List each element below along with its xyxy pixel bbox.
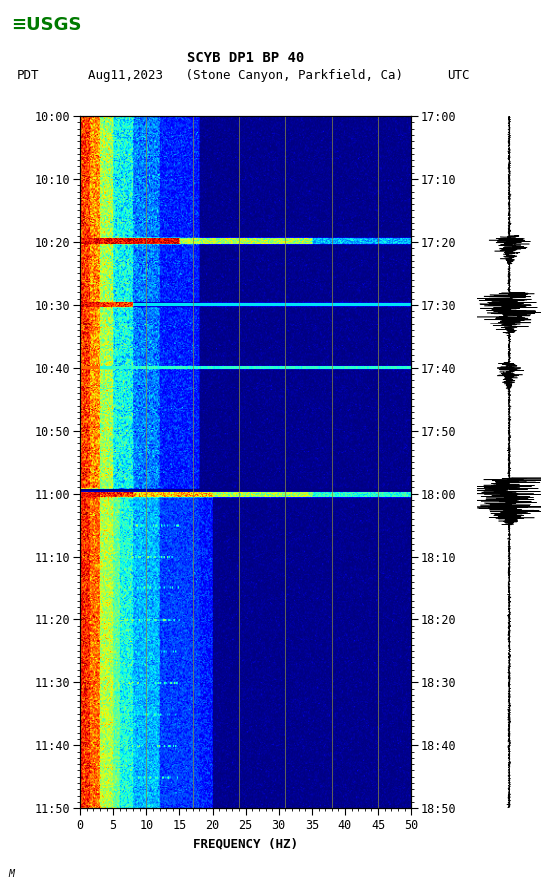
Text: SCYB DP1 BP 40: SCYB DP1 BP 40 <box>187 51 304 65</box>
Text: PDT: PDT <box>17 69 39 81</box>
Text: ≡USGS: ≡USGS <box>11 16 82 34</box>
Text: UTC: UTC <box>447 69 469 81</box>
Text: M: M <box>8 869 14 879</box>
Text: Aug11,2023   (Stone Canyon, Parkfield, Ca): Aug11,2023 (Stone Canyon, Parkfield, Ca) <box>88 69 403 81</box>
X-axis label: FREQUENCY (HZ): FREQUENCY (HZ) <box>193 838 298 851</box>
